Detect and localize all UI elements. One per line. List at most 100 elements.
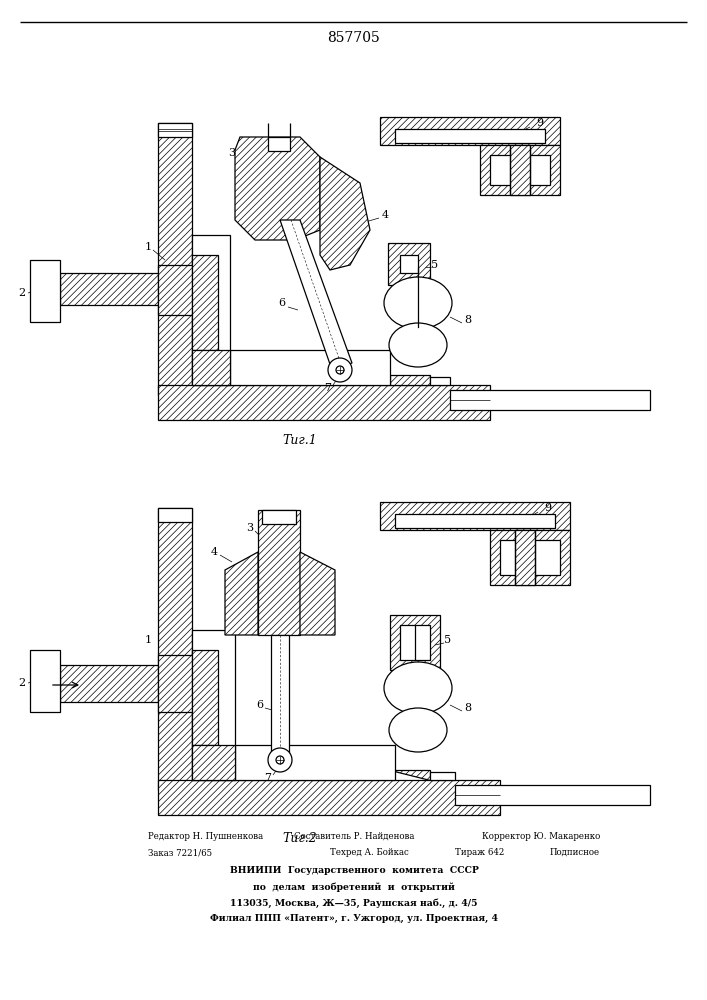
Text: по  делам  изобретений  и  открытий: по делам изобретений и открытий — [253, 882, 455, 892]
Polygon shape — [30, 690, 60, 696]
Circle shape — [328, 358, 352, 382]
Polygon shape — [455, 785, 650, 805]
Ellipse shape — [384, 662, 452, 714]
Text: Техред А. Бойкас: Техред А. Бойкас — [330, 848, 409, 857]
Circle shape — [336, 366, 344, 374]
Polygon shape — [192, 255, 218, 350]
Text: 9: 9 — [544, 503, 551, 513]
Polygon shape — [30, 260, 60, 266]
Polygon shape — [30, 284, 60, 290]
Polygon shape — [30, 658, 60, 664]
Polygon shape — [390, 375, 430, 385]
Text: 6: 6 — [257, 700, 264, 710]
Polygon shape — [380, 502, 570, 530]
Ellipse shape — [389, 323, 447, 367]
Text: 857705: 857705 — [327, 31, 380, 45]
Polygon shape — [30, 682, 60, 688]
Text: 2: 2 — [18, 288, 25, 298]
Polygon shape — [280, 220, 352, 370]
Text: Τиг.2: Τиг.2 — [283, 832, 317, 844]
Polygon shape — [30, 268, 60, 274]
Circle shape — [276, 756, 284, 764]
Polygon shape — [430, 772, 455, 780]
Text: 3: 3 — [228, 148, 235, 158]
Polygon shape — [271, 635, 289, 755]
Text: Филиал ППП «Патент», г. Ужгород, ул. Проектная, 4: Филиал ППП «Патент», г. Ужгород, ул. Про… — [210, 914, 498, 923]
Polygon shape — [400, 625, 430, 660]
Polygon shape — [395, 514, 555, 528]
Text: ВНИИПИ  Государственного  комитета  СССР: ВНИИПИ Государственного комитета СССР — [230, 866, 479, 875]
Polygon shape — [30, 316, 60, 322]
Polygon shape — [30, 706, 60, 712]
Polygon shape — [30, 308, 60, 314]
Polygon shape — [60, 665, 158, 702]
Polygon shape — [490, 530, 570, 585]
Polygon shape — [490, 155, 550, 185]
Text: 9: 9 — [537, 118, 544, 128]
Polygon shape — [480, 145, 560, 195]
Text: 5: 5 — [445, 635, 452, 645]
Polygon shape — [500, 540, 560, 575]
Polygon shape — [400, 255, 418, 273]
Polygon shape — [30, 260, 60, 322]
Polygon shape — [30, 674, 60, 680]
Polygon shape — [158, 123, 192, 137]
Polygon shape — [230, 350, 390, 385]
Polygon shape — [390, 615, 440, 670]
Text: 1: 1 — [144, 635, 151, 645]
Polygon shape — [158, 508, 192, 790]
Polygon shape — [30, 698, 60, 704]
Polygon shape — [430, 377, 450, 385]
Polygon shape — [225, 552, 258, 635]
Ellipse shape — [389, 708, 447, 752]
Polygon shape — [158, 655, 192, 712]
Polygon shape — [30, 292, 60, 298]
Text: 4: 4 — [211, 547, 218, 557]
Polygon shape — [450, 390, 650, 410]
Text: 7: 7 — [264, 773, 271, 783]
Text: 8: 8 — [464, 315, 472, 325]
Polygon shape — [320, 157, 370, 270]
Circle shape — [268, 748, 292, 772]
Polygon shape — [30, 666, 60, 672]
Text: 5: 5 — [431, 260, 438, 270]
Text: 4: 4 — [382, 210, 389, 220]
Polygon shape — [395, 129, 545, 143]
Text: Заказ 7221/65: Заказ 7221/65 — [148, 848, 212, 857]
Polygon shape — [192, 630, 235, 780]
Polygon shape — [235, 745, 395, 780]
Polygon shape — [30, 650, 60, 656]
Text: 1: 1 — [144, 242, 151, 252]
Polygon shape — [60, 273, 158, 305]
Text: Редактор Н. Пушненкова: Редактор Н. Пушненкова — [148, 832, 263, 841]
Text: Корректор Ю. Макаренко: Корректор Ю. Макаренко — [481, 832, 600, 841]
Polygon shape — [192, 235, 230, 385]
Polygon shape — [158, 780, 500, 815]
Polygon shape — [192, 650, 218, 745]
Polygon shape — [158, 508, 192, 522]
Polygon shape — [380, 117, 560, 145]
Polygon shape — [158, 385, 490, 420]
Polygon shape — [388, 243, 430, 285]
Text: Тираж 642: Тираж 642 — [455, 848, 504, 857]
Polygon shape — [390, 770, 430, 780]
Polygon shape — [515, 530, 535, 585]
Polygon shape — [30, 300, 60, 306]
Polygon shape — [268, 137, 290, 151]
Text: 8: 8 — [464, 703, 472, 713]
Text: 7: 7 — [325, 383, 332, 393]
Polygon shape — [30, 276, 60, 282]
Polygon shape — [192, 745, 235, 780]
Text: 3: 3 — [247, 523, 254, 533]
Text: Подписное: Подписное — [550, 848, 600, 857]
Polygon shape — [30, 650, 60, 712]
Polygon shape — [158, 123, 192, 395]
Text: 6: 6 — [279, 298, 286, 308]
Text: 2: 2 — [18, 678, 25, 688]
Text: Τиг.1: Τиг.1 — [283, 434, 317, 446]
Text: 113035, Москва, Ж—35, Раушская наб., д. 4/5: 113035, Москва, Ж—35, Раушская наб., д. … — [230, 898, 478, 908]
Text: Составитель Р. Найденова: Составитель Р. Найденова — [294, 832, 414, 841]
Polygon shape — [158, 265, 192, 315]
Polygon shape — [262, 510, 296, 524]
Polygon shape — [235, 137, 320, 240]
